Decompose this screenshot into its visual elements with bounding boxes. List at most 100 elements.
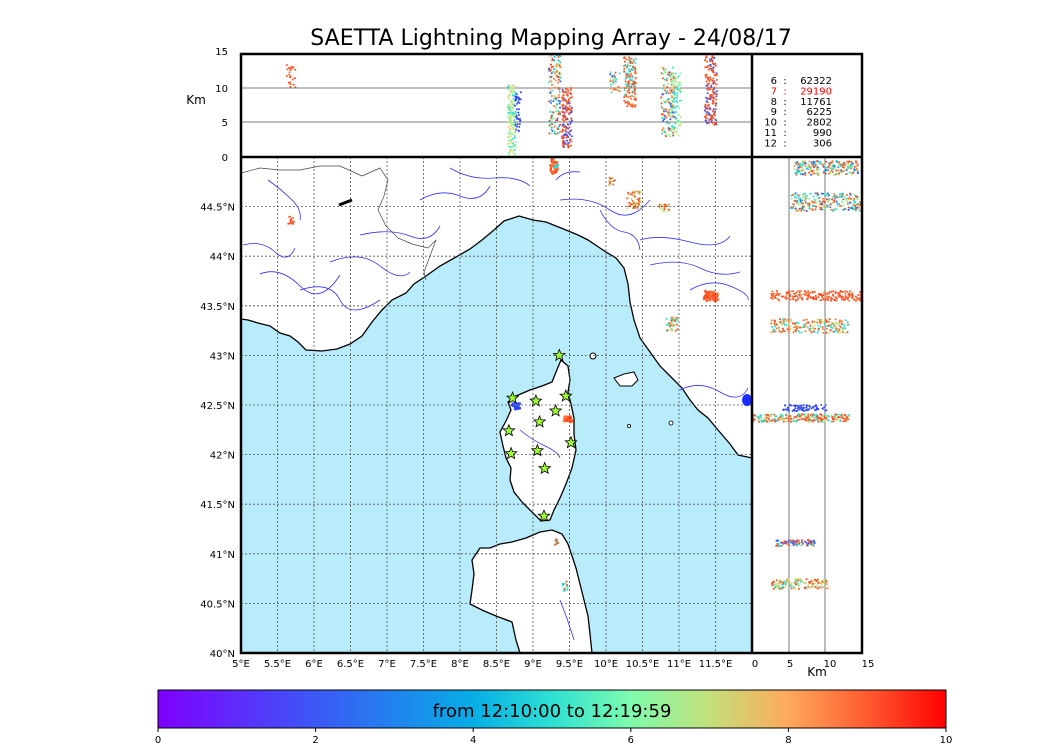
lightning-source <box>568 130 571 133</box>
lightning-source <box>570 93 573 96</box>
lightning-source <box>796 581 799 584</box>
lightning-source <box>842 198 845 201</box>
lightning-source <box>824 169 827 172</box>
lightning-source <box>658 203 661 206</box>
lightning-source <box>555 133 558 136</box>
lightning-source <box>839 294 842 297</box>
lightning-source <box>793 409 796 412</box>
lightning-source <box>669 135 672 138</box>
top-panel-ylabel: Km <box>186 93 206 107</box>
lightning-source <box>676 96 678 99</box>
lightning-source <box>518 125 521 128</box>
lightning-source <box>610 83 613 86</box>
lightning-source <box>793 415 796 418</box>
lightning-source <box>782 322 785 325</box>
lightning-source <box>550 69 553 72</box>
lightning-source <box>664 134 667 137</box>
lightning-source <box>513 407 517 411</box>
lightning-source <box>712 77 715 80</box>
lightning-source <box>809 291 812 294</box>
lightning-source <box>848 413 850 416</box>
lightning-source <box>548 56 551 59</box>
lightning-source <box>848 201 851 204</box>
lightning-source <box>562 119 565 122</box>
lightning-source <box>770 330 773 333</box>
lightning-source <box>787 583 790 586</box>
lightning-source <box>670 128 673 131</box>
lightning-source <box>807 583 810 586</box>
lightning-source <box>806 204 809 207</box>
lightning-source <box>570 106 573 109</box>
lightning-source <box>818 206 821 209</box>
lightning-source <box>789 318 792 321</box>
lightning-source <box>752 419 755 422</box>
lightning-source <box>799 163 802 166</box>
lightning-source <box>634 88 636 91</box>
lightning-source <box>289 76 292 79</box>
lightning-source <box>712 296 715 300</box>
lightning-source <box>555 64 558 67</box>
lightning-source <box>830 299 832 302</box>
lightning-source <box>824 419 827 422</box>
lightning-source <box>514 134 517 137</box>
lightning-source <box>711 62 714 65</box>
lightning-source <box>814 192 817 195</box>
lightning-source <box>816 318 819 321</box>
lightning-source <box>707 98 710 101</box>
station-star-icon <box>552 348 567 362</box>
lightning-source <box>772 587 775 590</box>
lightning-source <box>511 133 513 136</box>
lightning-source <box>859 291 861 294</box>
lightning-source <box>841 327 844 330</box>
lightning-source <box>859 200 862 203</box>
lightning-source <box>711 99 714 102</box>
lightning-source <box>793 326 795 329</box>
lightning-source <box>795 321 798 324</box>
lightning-source <box>838 324 841 327</box>
lightning-source <box>842 415 845 417</box>
lightning-source <box>840 322 843 325</box>
lightning-source <box>802 196 805 199</box>
lightning-source <box>660 86 663 89</box>
lightning-source <box>801 541 804 544</box>
lightning-source <box>846 194 848 196</box>
lightning-source <box>847 206 850 209</box>
lightning-source <box>556 542 559 545</box>
lightning-source <box>633 194 636 197</box>
lightning-source <box>626 74 629 77</box>
lightning-source <box>510 104 512 107</box>
lightning-source <box>796 193 799 196</box>
lightning-source <box>805 166 808 169</box>
lightning-source <box>714 108 717 111</box>
lightning-source <box>617 86 620 88</box>
lightning-source <box>847 163 850 166</box>
lightning-source <box>553 86 556 89</box>
lightning-source <box>517 114 520 116</box>
lightning-source <box>662 127 665 130</box>
lightning-source <box>550 129 553 131</box>
lightning-source <box>711 121 714 124</box>
lightning-source <box>710 69 713 72</box>
lightning-source <box>708 76 711 79</box>
lightning-source <box>628 85 631 88</box>
lightning-source <box>803 586 806 589</box>
lightning-source <box>852 162 855 165</box>
lightning-source <box>630 198 633 200</box>
count-value: 990 <box>813 128 832 139</box>
lightning-source <box>794 419 796 422</box>
lightning-source <box>825 580 828 583</box>
lightning-source <box>805 404 808 407</box>
lightning-source <box>824 292 827 295</box>
lightning-source <box>611 177 614 180</box>
lightning-source <box>825 198 828 201</box>
lightning-source <box>808 165 811 168</box>
lightning-source <box>857 294 860 297</box>
lightning-source <box>660 204 663 207</box>
lightning-source <box>548 124 551 127</box>
lightning-source <box>632 194 635 197</box>
lightning-source <box>830 296 833 299</box>
lightning-source <box>837 169 840 172</box>
lightning-source <box>824 164 826 167</box>
lightning-source <box>800 418 803 421</box>
lightning-source <box>628 59 631 62</box>
